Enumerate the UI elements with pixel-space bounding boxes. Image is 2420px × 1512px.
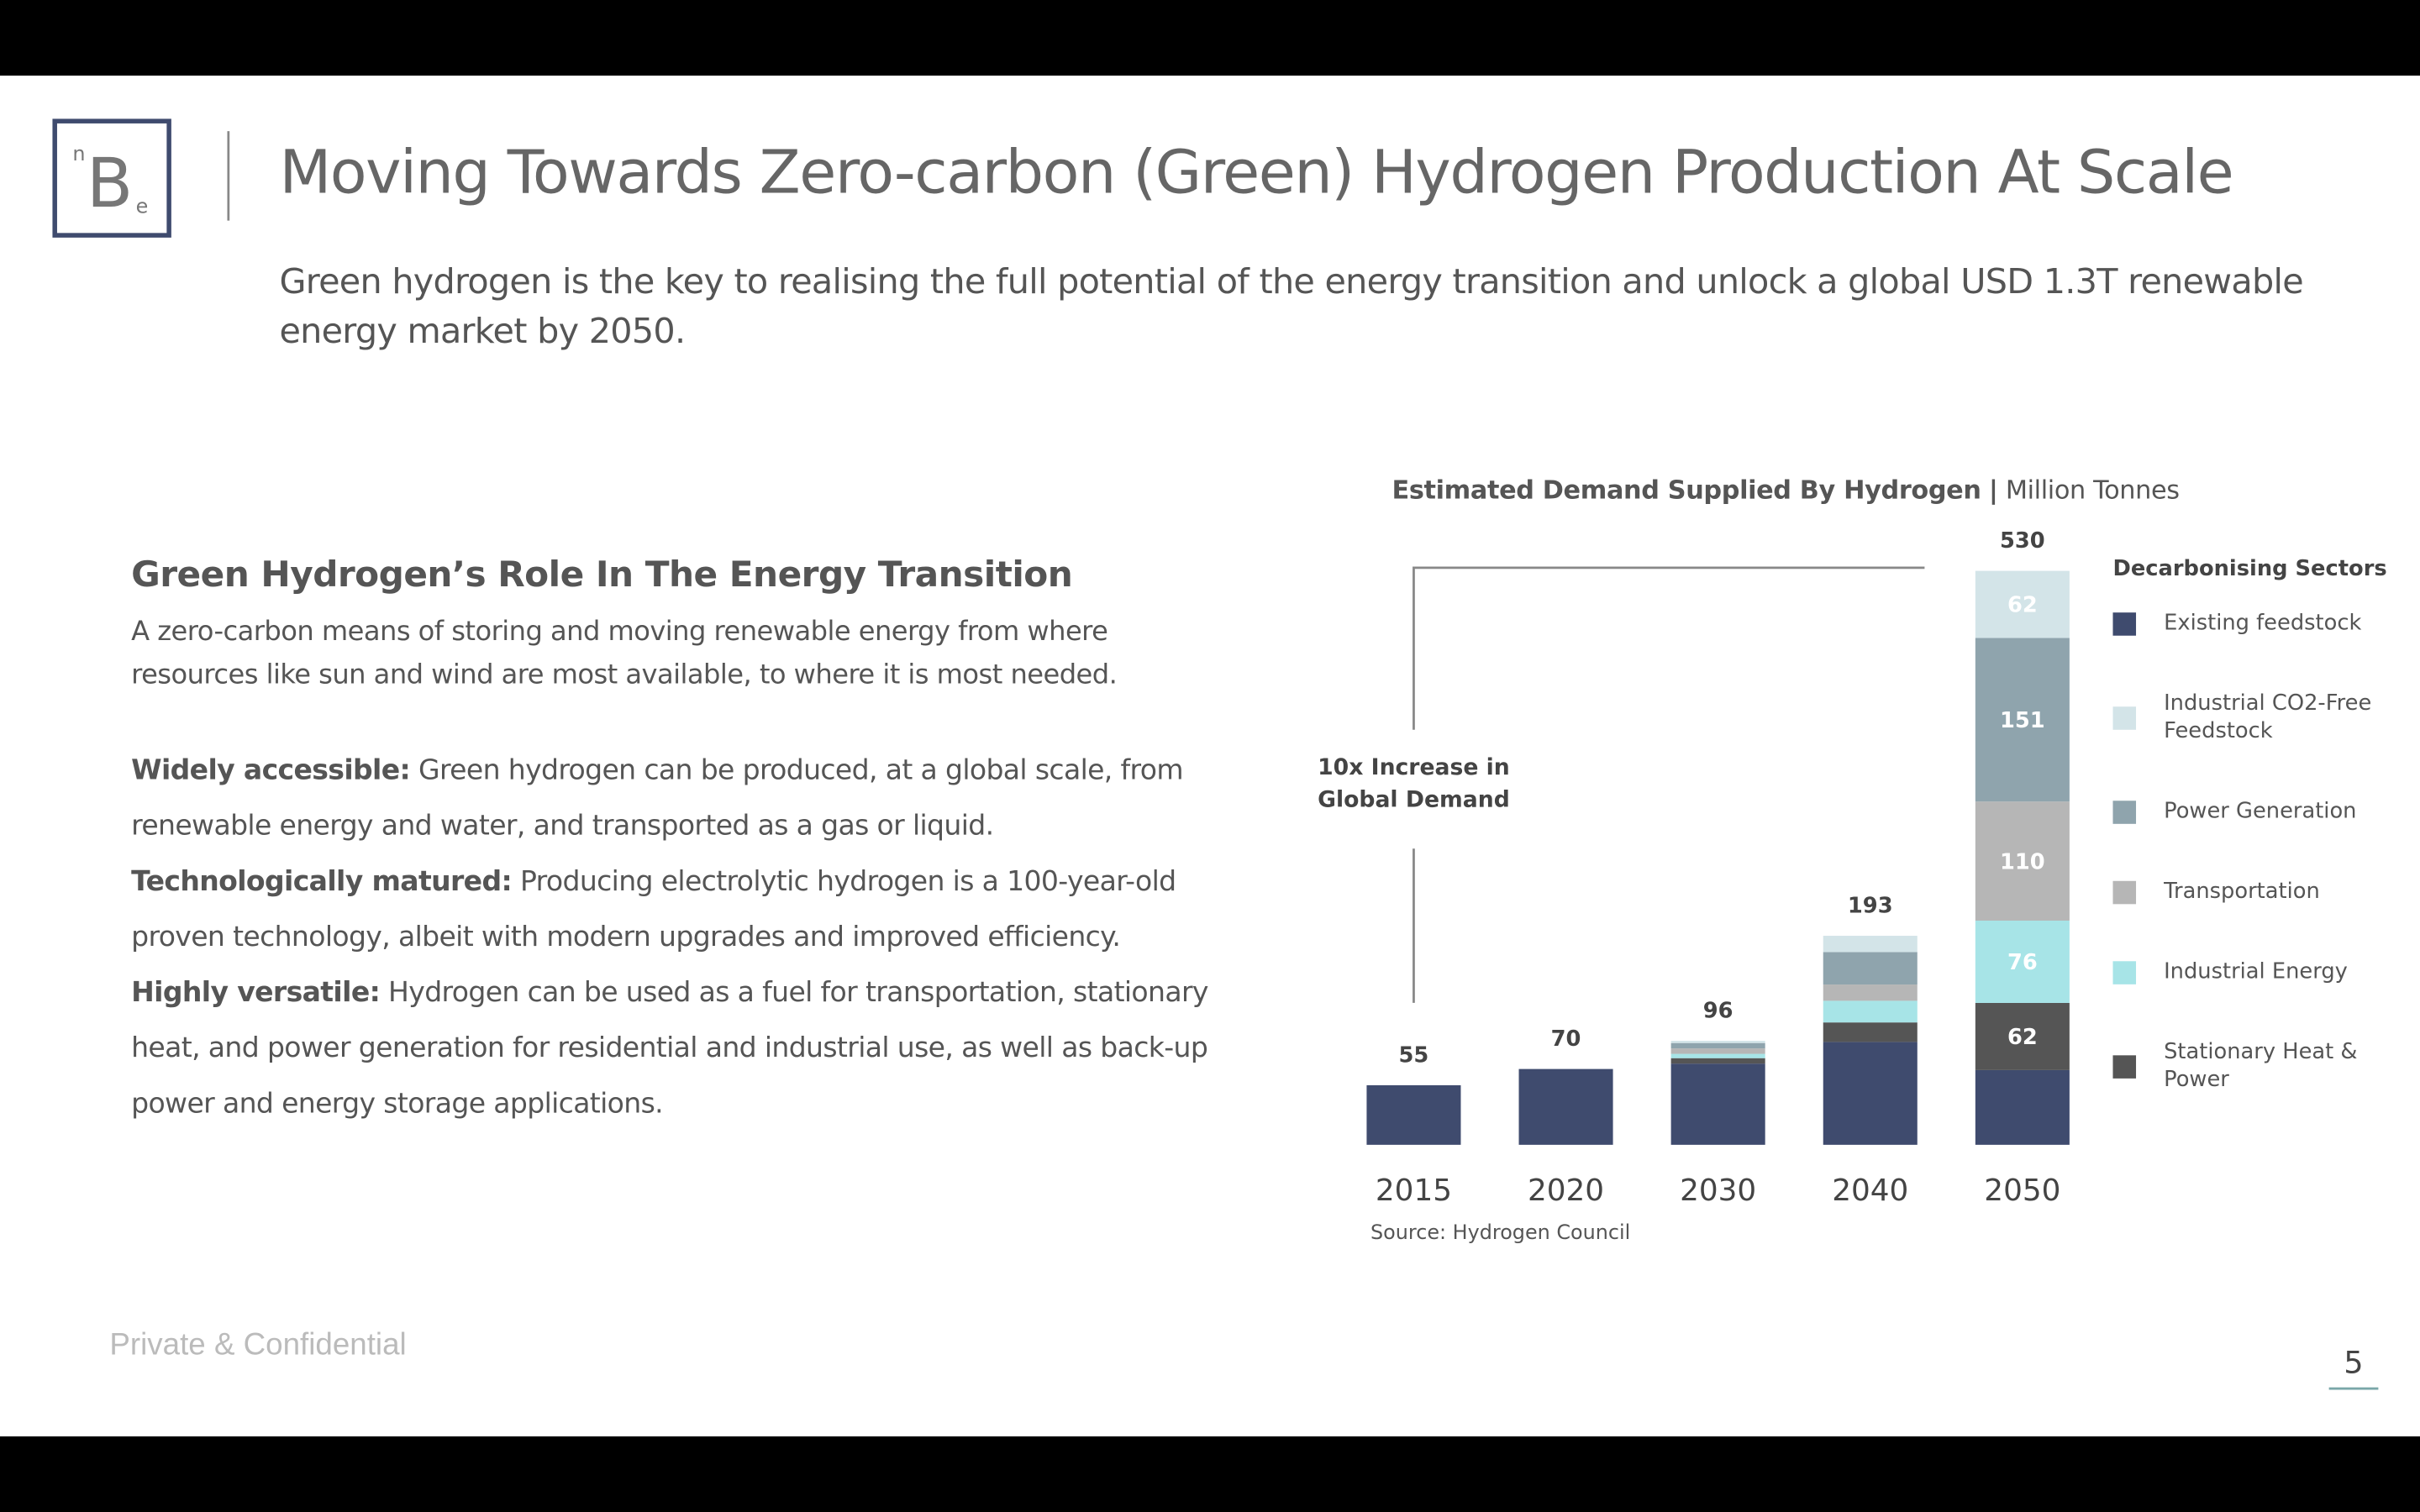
segment-label: 62 — [2007, 1025, 2038, 1050]
logo-letter: B — [87, 144, 133, 223]
legend-label: Industrial CO2-Free Feedstock — [2164, 690, 2372, 744]
chart-title: Estimated Demand Supplied By Hydrogen | … — [1328, 475, 2244, 505]
legend-label: Existing feedstock — [2164, 611, 2362, 636]
chart-title-main: Estimated Demand Supplied By Hydrogen — [1392, 475, 1981, 505]
bar-segment — [1975, 570, 2070, 638]
legend-title: Decarbonising Sectors — [2112, 557, 2387, 582]
total-label: 55 — [1399, 1042, 1429, 1068]
chart-title-unit: Million Tonnes — [2005, 475, 2180, 505]
point: Highly versatile: Hydrogen can be used a… — [131, 966, 1212, 1132]
points: Widely accessible: Green hydrogen can be… — [131, 743, 1212, 1132]
bar-segment — [1823, 1042, 1918, 1145]
bar-segment — [1975, 638, 2070, 802]
bar-segment — [1975, 920, 2070, 1003]
legend-label: Industrial Energy — [2164, 959, 2348, 984]
segment-label: 110 — [2000, 849, 2045, 874]
section-intro: A zero-carbon means of storing and movin… — [131, 617, 1118, 691]
legend-item: Power Generation — [2112, 798, 2382, 826]
annotation: 10x Increase in Global Demand — [1318, 756, 1510, 813]
point-label: Technologically matured: — [131, 865, 513, 898]
bar-segment — [1670, 1063, 1765, 1145]
segment-label: 151 — [2000, 708, 2045, 733]
bar-segment — [1823, 1022, 1918, 1042]
x-tick-label: 2015 — [1376, 1173, 1452, 1208]
total-label: 96 — [1703, 999, 1733, 1024]
bar-segment — [1823, 1000, 1918, 1023]
x-tick-label: 2020 — [1528, 1173, 1604, 1208]
chart-title-separator: | — [1988, 475, 1998, 505]
point-label: Widely accessible: — [131, 754, 411, 787]
page-number: 5 — [2344, 1343, 2364, 1381]
legend-item: Industrial Energy — [2112, 958, 2382, 986]
x-tick-label: 2030 — [1680, 1173, 1756, 1208]
legend-label: Stationary Heat & Power — [2164, 1039, 2358, 1093]
legend-swatch — [2112, 706, 2137, 729]
legend-swatch — [2112, 612, 2137, 635]
bar-segment — [1823, 952, 1918, 985]
total-label: 193 — [1848, 893, 1893, 918]
legend-swatch — [2112, 800, 2137, 823]
segment-label: 62 — [2007, 593, 2038, 618]
bar-segment — [1975, 1002, 2070, 1070]
title: Moving Towards Zero-carbon (Green) Hydro… — [279, 139, 2233, 208]
bar-segment — [1975, 1069, 2070, 1145]
legend-swatch — [2112, 960, 2137, 984]
bar-segment — [1823, 936, 1918, 953]
bar-segment — [1670, 1041, 1765, 1043]
section-heading: Green Hydrogen’s Role In The Energy Tran… — [131, 555, 1073, 596]
bar-segment — [1670, 1058, 1765, 1064]
bar-segment — [1670, 1042, 1765, 1049]
total-label: 530 — [2000, 528, 2045, 554]
legend-item: Industrial CO2-Free Feedstock — [2112, 690, 2382, 745]
bar-segment — [1366, 1084, 1461, 1145]
x-tick-label: 2050 — [1984, 1173, 2060, 1208]
total-label: 70 — [1551, 1026, 1581, 1052]
bar-segment — [1518, 1068, 1613, 1145]
subtitle: Green hydrogen is the key to realising t… — [279, 262, 2303, 352]
legend-item: Stationary Heat & Power — [2112, 1038, 2382, 1094]
point-text: Producing electrolytic hydrogen is a 100… — [131, 865, 1176, 954]
legend-label: Transportation — [2164, 879, 2320, 905]
point: Technologically matured: Producing elect… — [131, 855, 1212, 966]
segment-label: 76 — [2007, 950, 2038, 975]
legend-item: Existing feedstock — [2112, 610, 2382, 638]
point: Widely accessible: Green hydrogen can be… — [131, 743, 1212, 854]
x-tick-label: 2040 — [1832, 1173, 1908, 1208]
legend: Existing feedstock Industrial CO2-Free Fe… — [2112, 610, 2382, 1095]
point-label: Highly versatile: — [131, 976, 381, 1010]
logo-letter: e — [136, 194, 149, 218]
point-text: Hydrogen can be used as a fuel for trans… — [131, 976, 1208, 1121]
legend-swatch — [2112, 879, 2137, 904]
logo-letter: n — [72, 142, 85, 165]
legend-item: Transportation — [2112, 878, 2382, 906]
bar-segment — [1670, 1048, 1765, 1054]
bar-segment — [1823, 984, 1918, 1001]
bar-segment — [1670, 1053, 1765, 1058]
source: Source: Hydrogen Council — [1370, 1221, 1631, 1246]
logo-box — [52, 118, 171, 238]
legend-label: Power Generation — [2164, 799, 2357, 824]
point-text: Green hydrogen can be produced, at a glo… — [131, 754, 1183, 843]
legend-swatch — [2112, 1054, 2137, 1078]
confidential: Private & Confidential — [109, 1328, 407, 1362]
bracket — [1413, 566, 1925, 1003]
bar-segment — [1975, 801, 2070, 921]
